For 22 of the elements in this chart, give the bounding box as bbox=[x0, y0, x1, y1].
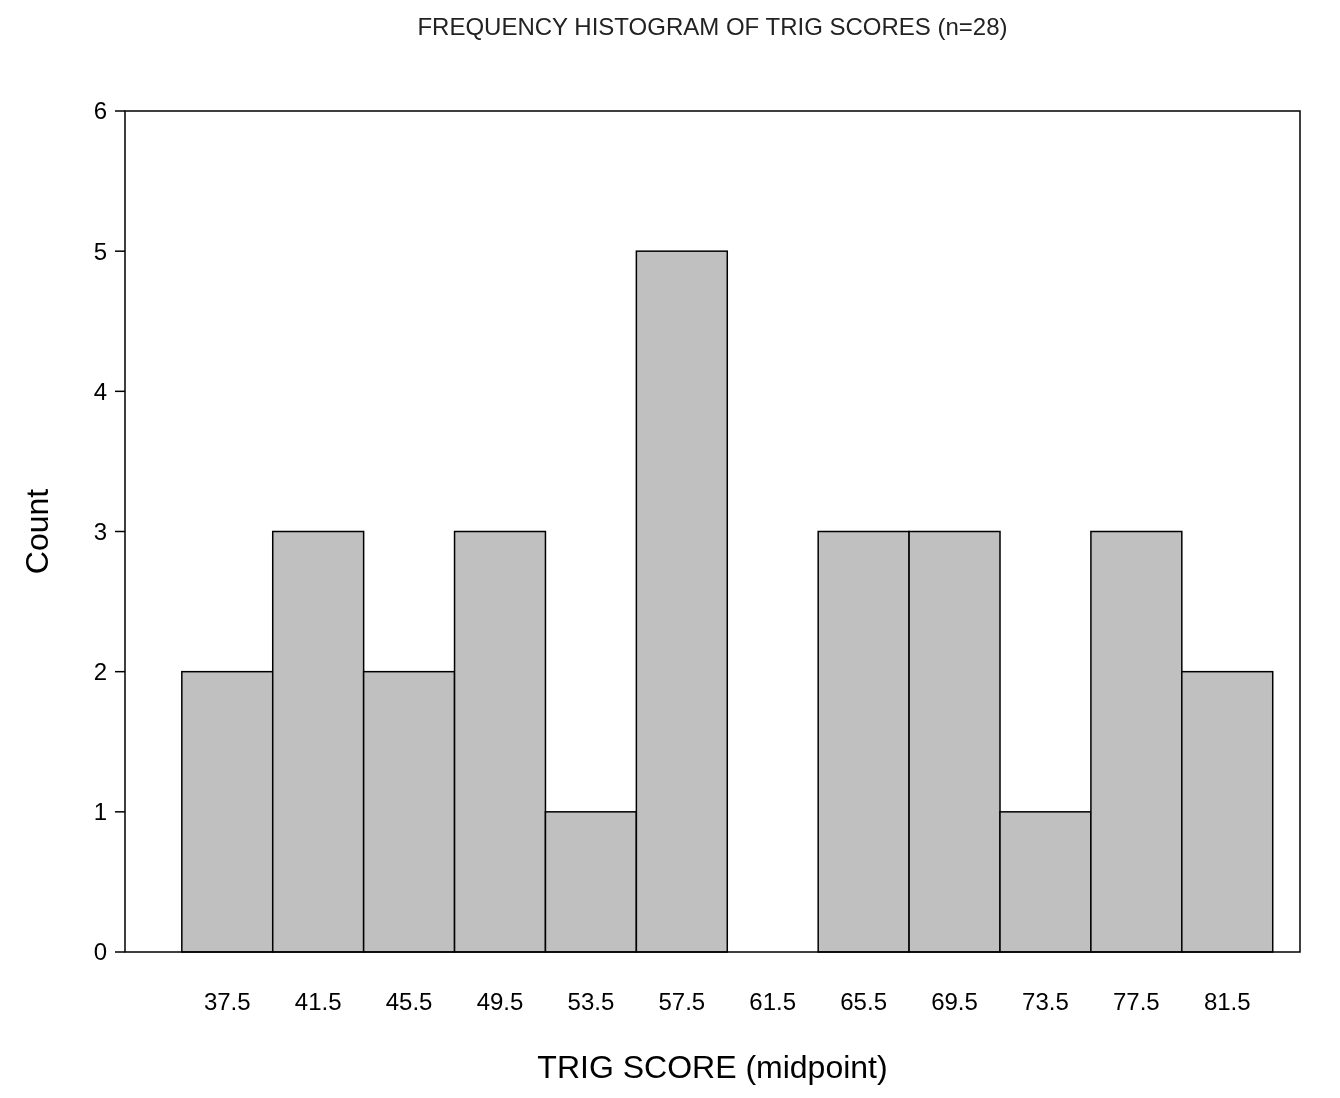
x-tick-label: 45.5 bbox=[385, 988, 433, 1015]
x-tick-label: 69.5 bbox=[931, 988, 978, 1015]
x-tick-label: 49.5 bbox=[476, 988, 524, 1015]
y-tick-label: 1 bbox=[93, 798, 107, 826]
x-tick-label: 57.5 bbox=[658, 988, 706, 1015]
y-axis-title: Count bbox=[19, 488, 55, 575]
y-tick-label: 2 bbox=[93, 658, 107, 686]
y-tick-label: 5 bbox=[93, 237, 107, 265]
x-tick-label: 61.5 bbox=[749, 988, 797, 1015]
x-tick-label: 77.5 bbox=[1113, 988, 1160, 1015]
x-tick-label: 65.5 bbox=[840, 988, 887, 1015]
y-tick-label: 0 bbox=[93, 938, 107, 966]
chart-title: FREQUENCY HISTOGRAM OF TRIG SCORES (n=28) bbox=[417, 13, 1008, 40]
y-tick-label: 3 bbox=[93, 517, 107, 545]
x-tick-label: 41.5 bbox=[294, 988, 342, 1015]
x-tick-label: 53.5 bbox=[567, 988, 615, 1015]
x-tick-label: 81.5 bbox=[1203, 988, 1251, 1015]
y-tick-label: 6 bbox=[93, 97, 107, 125]
x-tick-label: 73.5 bbox=[1022, 988, 1069, 1015]
x-axis-title: TRIG SCORE (midpoint) bbox=[537, 1049, 888, 1085]
y-tick-label: 4 bbox=[93, 377, 107, 405]
x-tick-label: 37.5 bbox=[203, 988, 251, 1015]
